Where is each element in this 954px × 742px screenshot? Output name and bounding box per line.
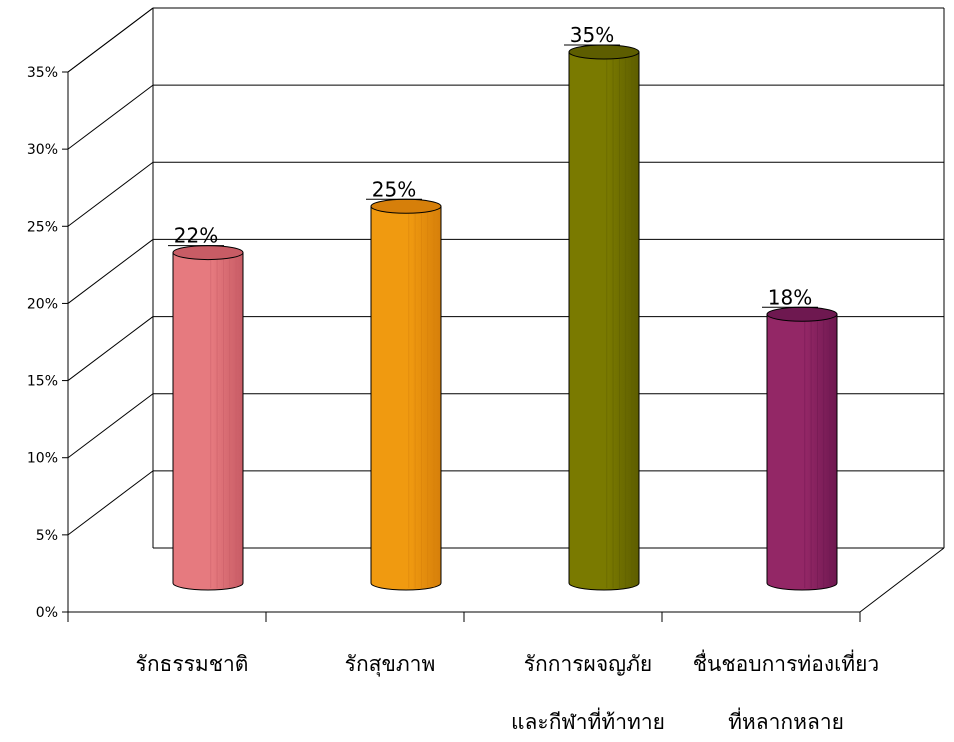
x-category-label: รักสุขภาพ xyxy=(345,652,436,677)
bar-body xyxy=(370,205,442,591)
data-label: 18% xyxy=(768,285,812,309)
bar-top xyxy=(568,44,640,60)
bar-top xyxy=(172,245,244,261)
depth-gridline xyxy=(67,470,154,536)
bar-top xyxy=(370,198,442,214)
bar-body xyxy=(568,51,640,591)
bar-2 xyxy=(568,44,640,591)
bar-1 xyxy=(370,198,442,591)
x-category-label: รักธรรมชาติ xyxy=(136,652,249,676)
depth-gridline xyxy=(67,239,154,304)
y-tick-label: 15% xyxy=(27,374,58,390)
x-category-label: และกีฬาที่ท้าทาย xyxy=(511,707,665,734)
bar-body xyxy=(172,252,244,591)
depth-gridline xyxy=(67,393,154,459)
bar-top xyxy=(766,306,838,322)
y-tick-label: 25% xyxy=(27,219,58,235)
y-tick-label: 35% xyxy=(27,65,58,81)
depth-gridline xyxy=(67,161,154,227)
y-tick-label: 20% xyxy=(27,296,58,312)
bars xyxy=(172,44,838,591)
bar-body xyxy=(766,313,838,591)
y-tick-label: 30% xyxy=(27,142,58,158)
y-tick-label: 5% xyxy=(36,528,58,544)
y-tick-label: 0% xyxy=(36,605,58,621)
depth-gridline xyxy=(67,316,154,381)
x-category-label: ชื่นชอบการท่องเที่ยว xyxy=(693,649,879,676)
bar-0 xyxy=(172,245,244,591)
axes xyxy=(62,7,945,622)
floor-right-edge xyxy=(859,547,945,613)
data-label: 25% xyxy=(372,177,416,201)
labels: 0% 5% 10% 15% 20% 25% 30% 35% 22% รักธรรมชาติ 25% ร… xyxy=(27,23,879,734)
data-label: 35% xyxy=(570,23,614,47)
y-tick-label: 10% xyxy=(27,451,58,467)
depth-gridline xyxy=(67,84,154,150)
x-category-label: รักการผจญภัย xyxy=(524,652,652,676)
bar-3 xyxy=(766,306,838,591)
x-category-label: ที่หลากหลาย xyxy=(728,707,844,734)
left-wall-top-edge xyxy=(67,7,154,73)
data-label: 22% xyxy=(174,224,218,248)
